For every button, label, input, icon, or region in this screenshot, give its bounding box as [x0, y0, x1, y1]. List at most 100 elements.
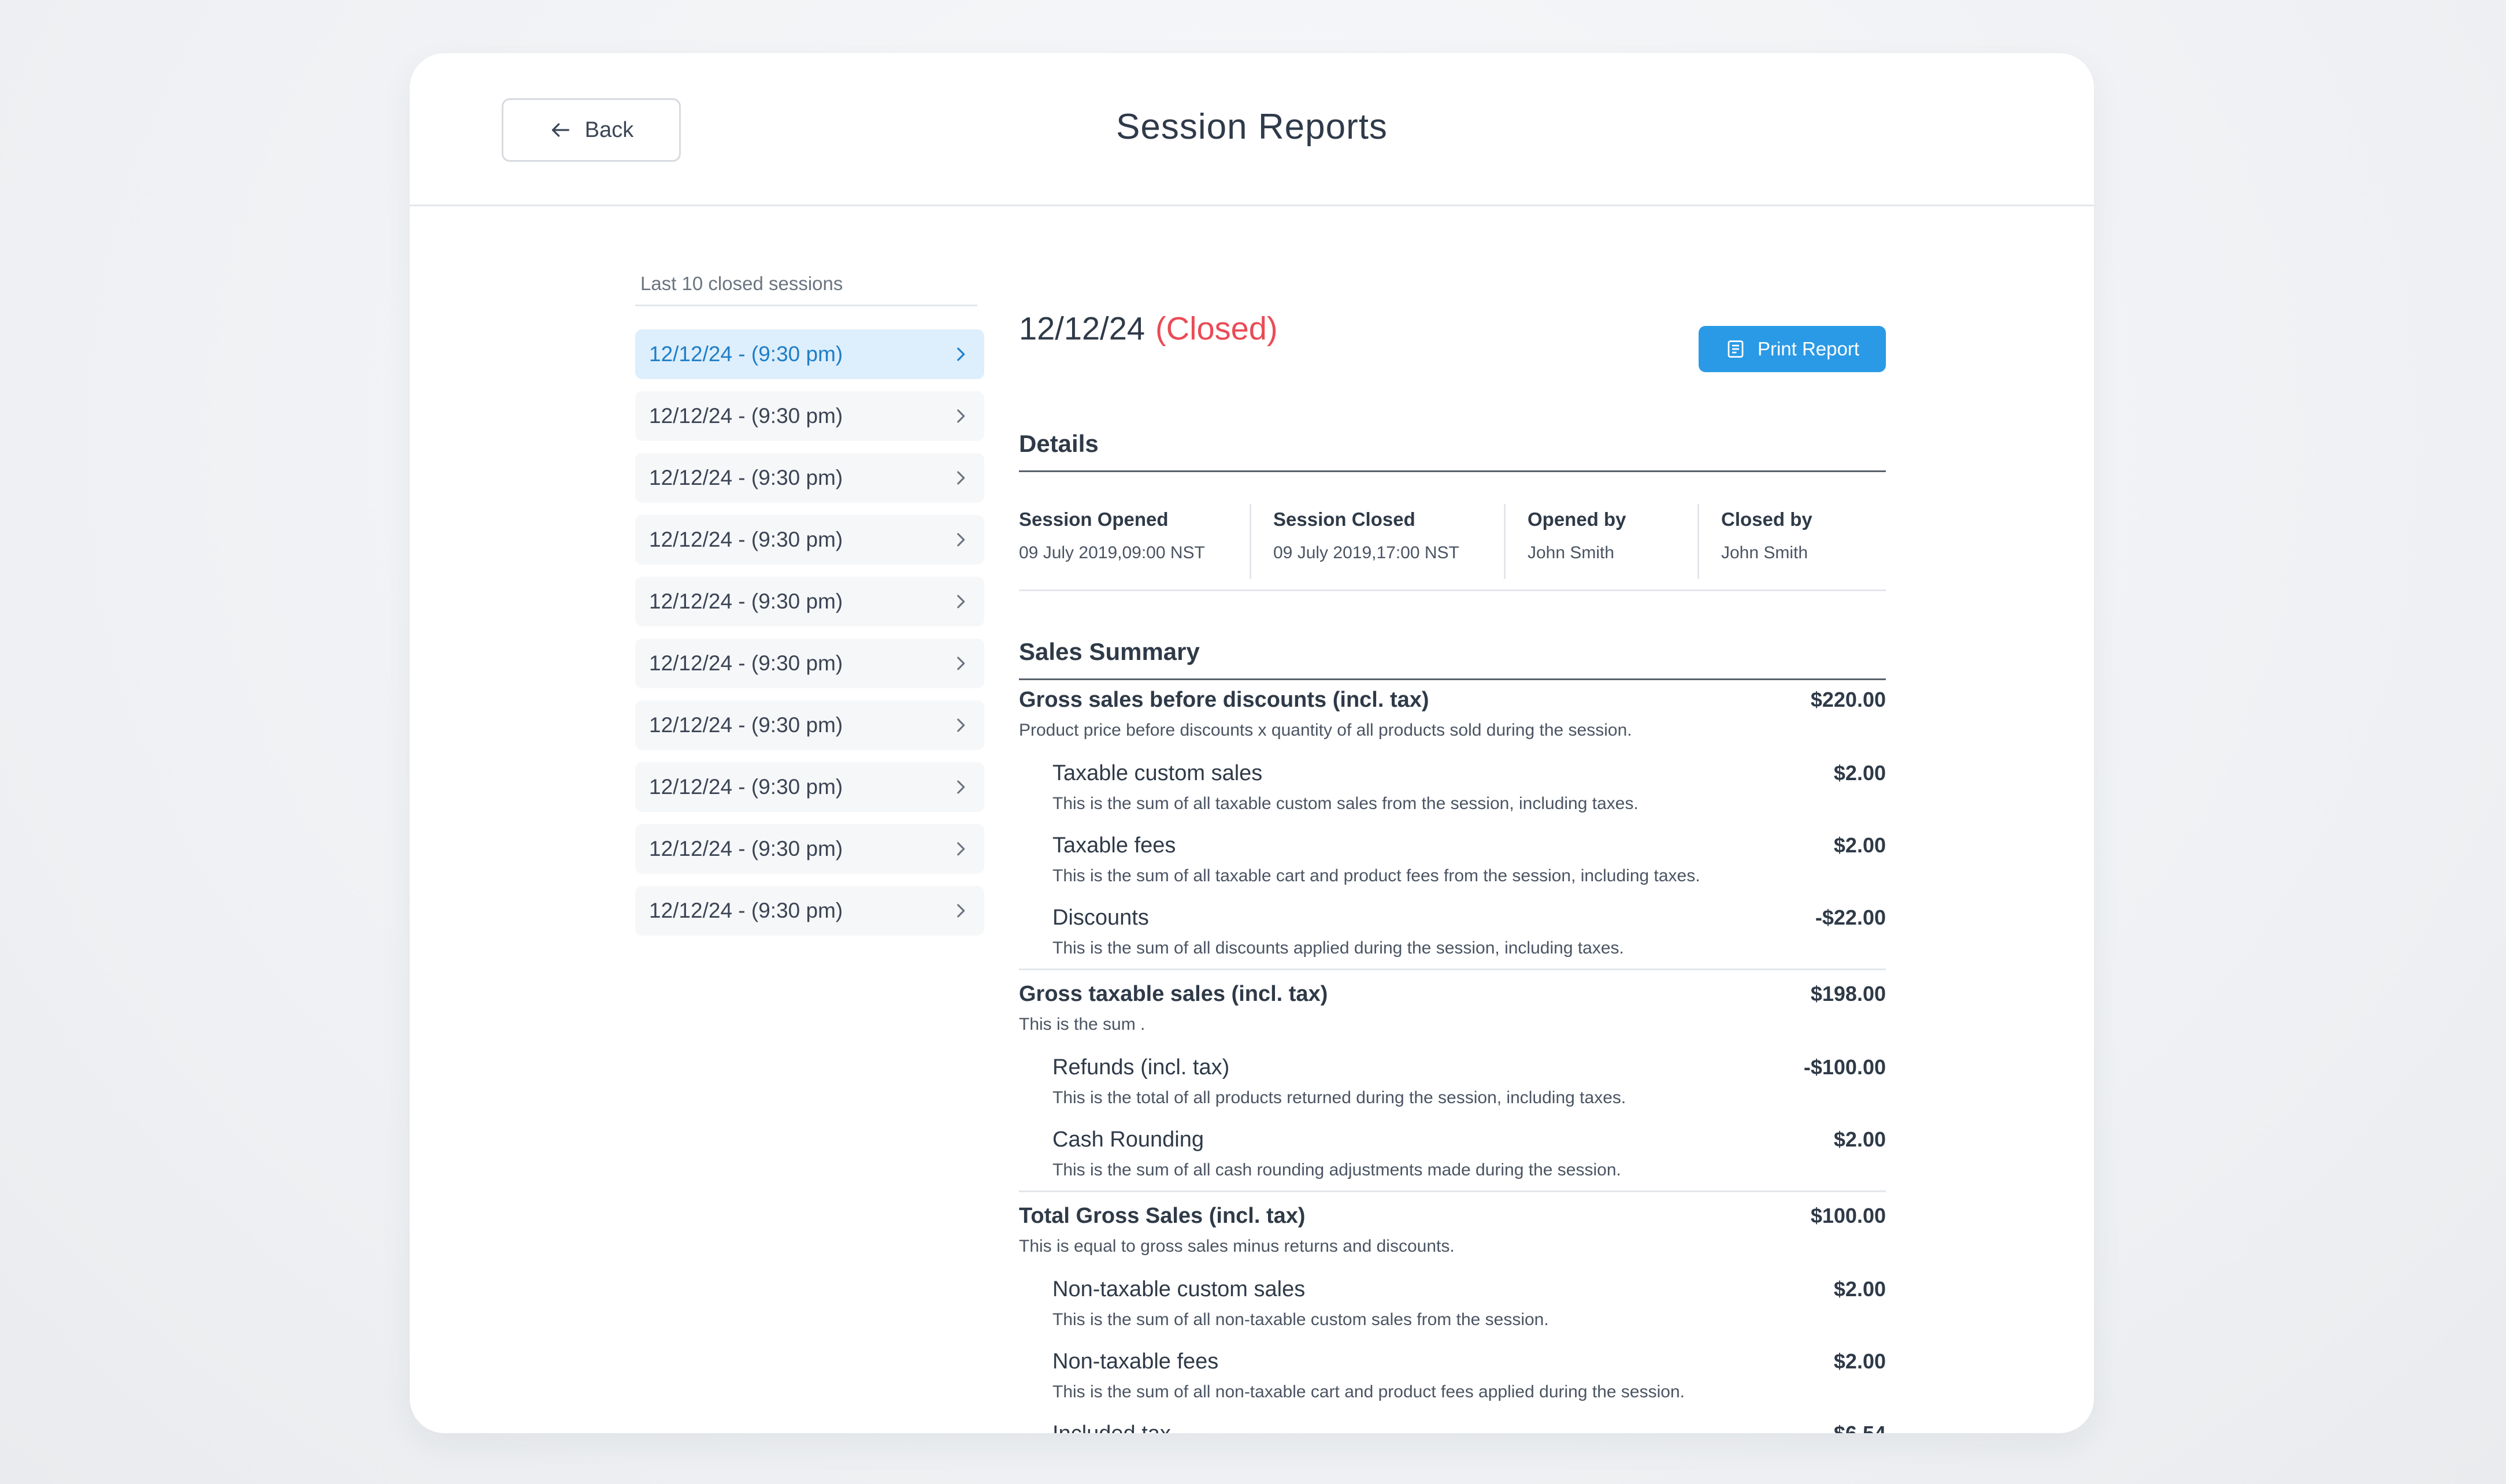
summary-row-amount: $2.00 [1833, 833, 1886, 857]
summary-row-amount: $220.00 [1810, 688, 1886, 711]
summary-row: Gross sales before discounts (incl. tax)… [1019, 688, 1886, 740]
detail-value: John Smith [1721, 543, 1808, 562]
summary-sub-row: Discounts -$22.00 This is the sum of all d… [1019, 906, 1886, 958]
summary-row-description: This is the sum of all non-taxable cart … [1052, 1382, 1685, 1401]
summary-row-name: Discounts [1052, 906, 1149, 930]
detail-session-closed: Session Closed 09 July 2019,17:00 NST [1251, 504, 1506, 579]
summary-row-name: Refunds (incl. tax) [1052, 1055, 1230, 1079]
back-button[interactable]: Back [502, 98, 681, 162]
back-label: Back [584, 117, 634, 142]
sidebar-title: Last 10 closed sessions [635, 273, 977, 306]
session-item-label: 12/12/24 - (9:30 pm) [649, 899, 843, 922]
summary-sub-row: Non-taxable custom sales $2.00 This is the… [1019, 1277, 1886, 1330]
chevron-right-icon [957, 595, 965, 609]
summary-row-description: This is the total of all products return… [1052, 1088, 1626, 1107]
header: Back Session Reports [410, 53, 2094, 206]
session-item[interactable]: 12/12/24 - (9:30 pm) [635, 886, 984, 936]
details-title: Details [1019, 430, 1099, 457]
summary-row-name: Gross sales before discounts (incl. tax) [1019, 688, 1429, 712]
detail-label: Opened by [1528, 509, 1626, 530]
summary-row-description: This is the sum of all taxable custom sa… [1052, 794, 1638, 813]
session-item[interactable]: 12/12/24 - (9:30 pm) [635, 329, 984, 379]
detail-opened-by: Opened by John Smith [1506, 504, 1699, 579]
summary-row-amount: $2.00 [1833, 761, 1886, 785]
summary-sub-row: Taxable fees $2.00 This is the sum of all … [1019, 833, 1886, 886]
summary-row-amount: $198.00 [1810, 982, 1886, 1006]
chevron-right-icon [957, 656, 965, 670]
summary-row-amount: $2.00 [1833, 1277, 1886, 1301]
summary-sub-row: Included tax-$6.54This is the total amou… [1019, 1422, 1886, 1433]
summary-row-name: Cash Rounding [1052, 1127, 1204, 1152]
session-date: 12/12/24 [1019, 310, 1145, 347]
session-item-label: 12/12/24 - (9:30 pm) [649, 404, 843, 428]
summary-sub-row: Non-taxable fees $2.00 This is the sum of … [1019, 1349, 1886, 1402]
page-title: Session Reports [1116, 107, 1388, 147]
detail-label: Closed by [1721, 509, 1812, 530]
summary-row-name: Gross taxable sales (incl. tax) [1019, 982, 1328, 1006]
chevron-right-icon [957, 842, 965, 856]
sales-summary-title: Sales Summary [1019, 638, 1200, 665]
summary-row-amount: $2.00 [1833, 1127, 1886, 1151]
session-item-label: 12/12/24 - (9:30 pm) [649, 528, 843, 551]
chevron-right-icon [957, 904, 965, 918]
summary-group: Gross sales before discounts (incl. tax)… [1019, 688, 1886, 970]
session-item-label: 12/12/24 - (9:30 pm) [649, 342, 843, 366]
session-item[interactable]: 12/12/24 - (9:30 pm) [635, 639, 984, 688]
chevron-right-icon [957, 471, 965, 485]
summary-row-description: This is the sum of all cash rounding adj… [1052, 1160, 1621, 1179]
details-bottom-divider [1019, 589, 1886, 591]
document-icon [1727, 340, 1744, 358]
summary-group: Gross taxable sales (incl. tax) $198.00 Th… [1019, 982, 1886, 1192]
detail-label: Session Opened [1019, 509, 1169, 530]
summary-sub-row: Cash Rounding $2.00 This is the sum of all… [1019, 1127, 1886, 1180]
summary-row-description: This is the sum . [1019, 1015, 1146, 1034]
detail-session-opened: Session Opened 09 July 2019,09:00 NST [1019, 504, 1251, 579]
session-item-label: 12/12/24 - (9:30 pm) [649, 775, 843, 799]
session-item-label: 12/12/24 - (9:30 pm) [649, 651, 843, 675]
sessions-sidebar: Last 10 closed sessions 12/12/24 - (9:30… [635, 273, 984, 948]
session-item[interactable]: 12/12/24 - (9:30 pm) [635, 453, 984, 503]
summary-row-amount: $100.00 [1810, 1204, 1886, 1227]
chevron-right-icon [957, 347, 965, 361]
session-item[interactable]: 12/12/24 - (9:30 pm) [635, 700, 984, 750]
session-list: 12/12/24 - (9:30 pm) 12/12/24 - (9:30 pm)… [635, 329, 984, 936]
details-divider [1019, 470, 1886, 472]
details-grid: Session Opened 09 July 2019,09:00 NST Se… [1019, 504, 1886, 579]
chevron-right-icon [957, 533, 965, 547]
summary-sub-row: Taxable custom sales $2.00 This is the sum… [1019, 761, 1886, 814]
chevron-right-icon [957, 718, 965, 732]
summary-row-name: Included tax [1052, 1422, 1886, 1433]
session-item-label: 12/12/24 - (9:30 pm) [649, 837, 843, 860]
summary-row-amount: -$6.54 [1827, 1422, 1886, 1433]
summary-row-name: Taxable custom sales [1052, 761, 1263, 785]
chevron-right-icon [957, 780, 965, 794]
session-heading: 12/12/24 (Closed) [1019, 310, 1278, 347]
session-item-label: 12/12/24 - (9:30 pm) [649, 713, 843, 737]
summary-row-name: Taxable fees [1052, 833, 1176, 858]
detail-label: Session Closed [1273, 509, 1415, 530]
summary-divider [1019, 678, 1886, 680]
summary-row: Gross taxable sales (incl. tax) $198.00 Th… [1019, 982, 1886, 1034]
report-card: Back Session Reports Last 10 closed sess… [410, 53, 2094, 1433]
arrow-left-icon [551, 123, 569, 137]
session-item[interactable]: 12/12/24 - (9:30 pm) [635, 762, 984, 812]
summary-row-name: Non-taxable custom sales [1052, 1277, 1306, 1301]
session-item-label: 12/12/24 - (9:30 pm) [649, 589, 843, 613]
summary-row-amount: -$22.00 [1815, 906, 1886, 929]
summary-row-description: Product price before discounts x quantit… [1019, 721, 1632, 740]
print-report-button[interactable]: Print Report [1699, 326, 1886, 372]
session-item[interactable]: 12/12/24 - (9:30 pm) [635, 824, 984, 874]
detail-value: John Smith [1528, 543, 1615, 562]
session-status: (Closed) [1155, 310, 1278, 347]
summary-group: Total Gross Sales (incl. tax) $100.00 This… [1019, 1204, 1886, 1433]
session-item[interactable]: 12/12/24 - (9:30 pm) [635, 391, 984, 441]
print-report-label: Print Report [1757, 338, 1860, 359]
summary-row-amount: $2.00 [1833, 1349, 1886, 1373]
summary-row: Total Gross Sales (incl. tax) $100.00 This… [1019, 1204, 1886, 1256]
summary-row-name: Non-taxable fees [1052, 1349, 1219, 1374]
session-item[interactable]: 12/12/24 - (9:30 pm) [635, 577, 984, 626]
detail-value: 09 July 2019,09:00 NST [1019, 543, 1205, 562]
summary-row-name: Total Gross Sales (incl. tax) [1019, 1204, 1306, 1228]
summary-sub-row: Refunds (incl. tax) -$100.00 This is the t… [1019, 1055, 1886, 1108]
session-item[interactable]: 12/12/24 - (9:30 pm) [635, 515, 984, 565]
